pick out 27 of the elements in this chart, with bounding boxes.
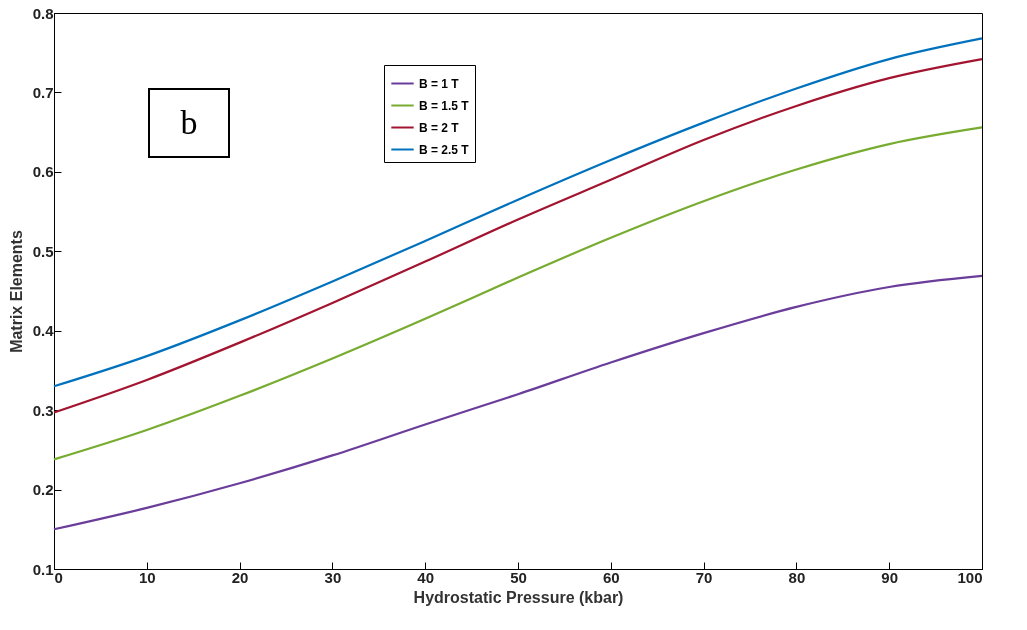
x-tick-label: 40 bbox=[417, 568, 435, 586]
legend-label: B = 2 T bbox=[419, 120, 460, 135]
legend-label: B = 1 T bbox=[419, 76, 460, 91]
legend-label: B = 2.5 T bbox=[419, 142, 470, 157]
x-tick-label: 20 bbox=[231, 568, 249, 586]
x-tick-label: 0 bbox=[54, 568, 63, 586]
legend-label: B = 1.5 T bbox=[419, 98, 470, 113]
x-tick-label: 70 bbox=[695, 568, 713, 586]
x-axis-title: Hydrostatic Pressure (kbar) bbox=[413, 588, 624, 606]
y-tick-label: 0.8 bbox=[32, 4, 54, 22]
y-tick-label: 0.5 bbox=[32, 242, 54, 260]
x-tick-label: 10 bbox=[138, 568, 156, 586]
x-tick-label: 90 bbox=[881, 568, 899, 586]
x-tick-label: 60 bbox=[602, 568, 620, 586]
y-tick-label: 0.7 bbox=[32, 83, 54, 101]
annotation: b bbox=[148, 88, 230, 158]
y-tick-label: 0.1 bbox=[32, 560, 54, 578]
x-tick-label: 50 bbox=[510, 568, 527, 586]
y-axis-title: Matrix Elements bbox=[7, 230, 25, 353]
y-tick-label: 0.4 bbox=[32, 322, 55, 340]
line-series bbox=[52, 274, 984, 531]
y-tick-label: 0.6 bbox=[32, 163, 54, 181]
y-tick-label: 0.2 bbox=[32, 481, 54, 499]
x-tick-label: 30 bbox=[324, 568, 342, 586]
y-tick-label: 0.3 bbox=[32, 401, 54, 419]
x-tick-label: 80 bbox=[788, 568, 806, 586]
x-tick-label: 100 bbox=[957, 568, 983, 586]
